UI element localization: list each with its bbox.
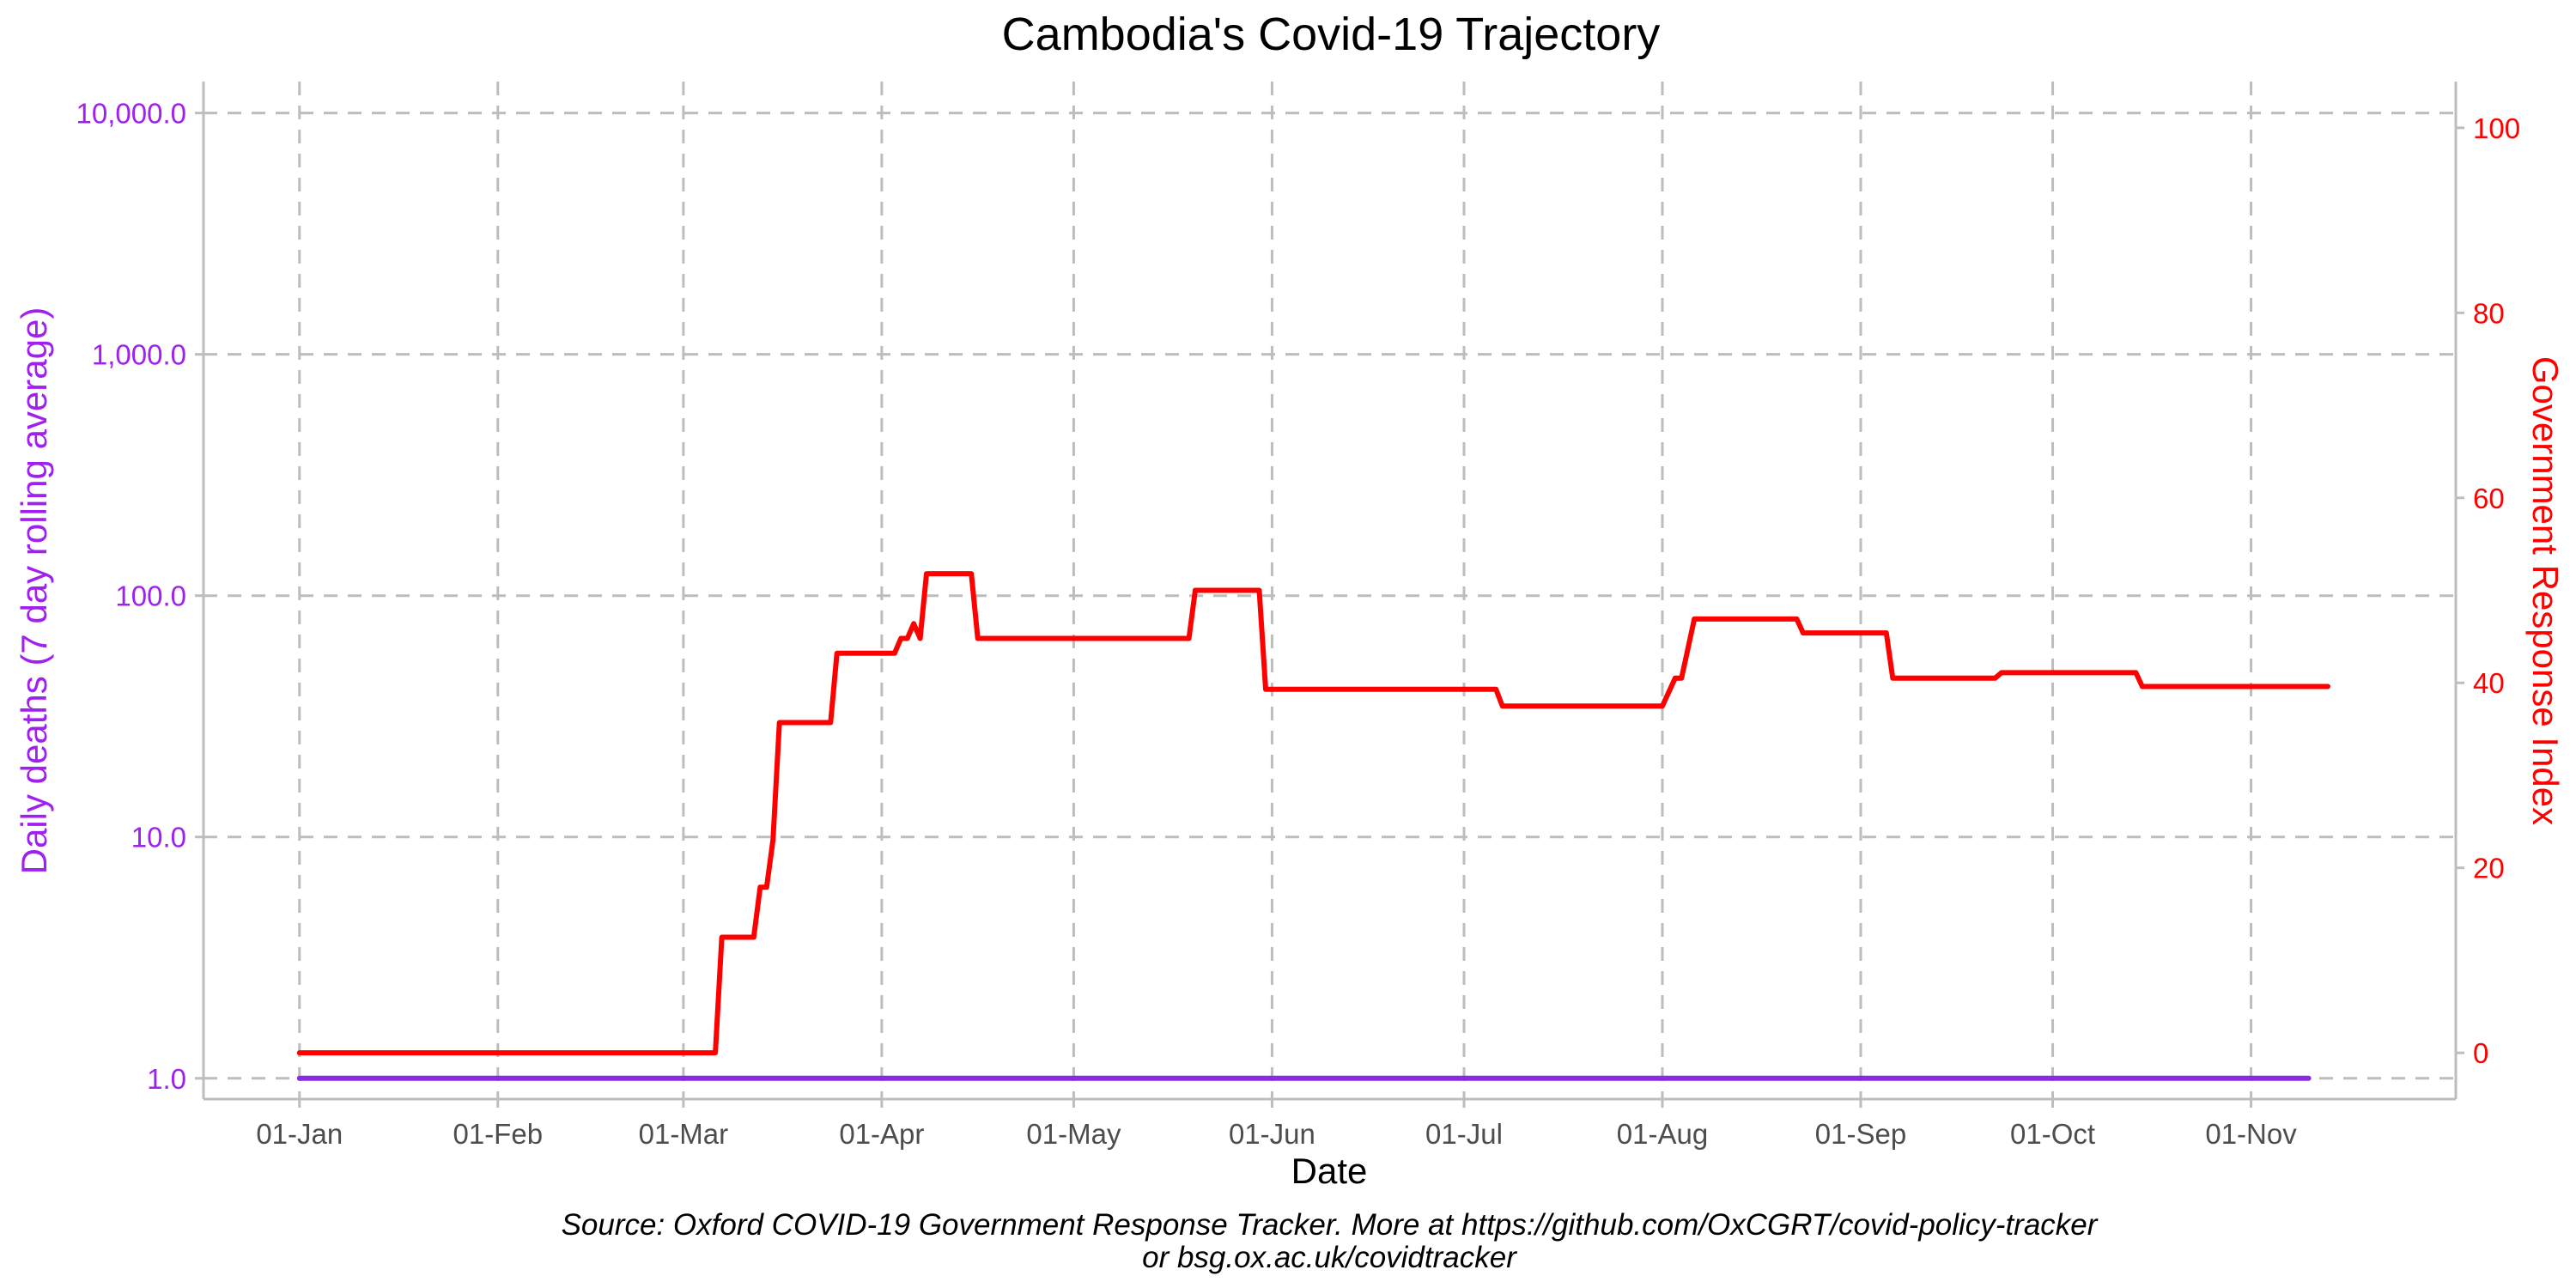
x-tick-label: 01-Jun <box>1229 1118 1315 1150</box>
source-caption-line-1: Source: Oxford COVID-19 Government Respo… <box>562 1208 2099 1242</box>
x-tick-label: 01-Jul <box>1425 1118 1503 1150</box>
left-axis-title: Daily deaths (7 day rolling average) <box>14 307 54 875</box>
right-tick-label: 20 <box>2473 853 2505 884</box>
left-tick-label: 10.0 <box>131 822 186 854</box>
source-caption-line-2: or bsg.ox.ac.uk/covidtracker <box>1142 1241 1517 1274</box>
right-tick-label: 60 <box>2473 483 2505 514</box>
left-tick-label: 1,000.0 <box>92 339 186 371</box>
plot-frame <box>202 82 2458 1101</box>
right-axis-title: Government Response Index <box>2525 356 2566 825</box>
x-axis-title: Date <box>1291 1151 1368 1191</box>
left-axis-ticks: 1.0 10.0 100.0 1,000.0 10,000.0 <box>76 98 204 1095</box>
right-axis-ticks: 0 20 40 60 80 100 <box>2456 112 2520 1069</box>
x-tick-label: 01-Feb <box>453 1118 543 1150</box>
right-tick-label: 40 <box>2473 667 2505 699</box>
x-tick-label: 01-May <box>1026 1118 1121 1150</box>
x-axis-ticks: 01-Jan 01-Feb 01-Mar 01-Apr 01-May 01-Jun 01-J… <box>256 1099 2297 1150</box>
x-tick-label: 01-Apr <box>839 1118 924 1150</box>
right-tick-label: 0 <box>2473 1037 2488 1069</box>
government-response-index-line <box>296 571 2330 1056</box>
horizontal-gridlines <box>204 112 2456 1080</box>
x-tick-label: 01-Aug <box>1617 1118 1708 1150</box>
x-tick-label: 01-Nov <box>2205 1118 2297 1150</box>
left-tick-label: 10,000.0 <box>76 98 186 130</box>
vertical-gridlines <box>298 82 2253 1099</box>
x-tick-label: 01-Jan <box>256 1118 343 1150</box>
right-tick-label: 80 <box>2473 297 2505 329</box>
left-tick-label: 100.0 <box>115 580 186 612</box>
chart-title: Cambodia's Covid-19 Trajectory <box>1002 9 1661 60</box>
series-lines <box>296 571 2330 1081</box>
x-tick-label: 01-Sep <box>1815 1118 1906 1150</box>
x-tick-label: 01-Oct <box>2010 1118 2095 1150</box>
left-tick-label: 1.0 <box>147 1063 186 1095</box>
x-tick-label: 01-Mar <box>639 1118 729 1150</box>
right-tick-label: 100 <box>2473 112 2520 144</box>
